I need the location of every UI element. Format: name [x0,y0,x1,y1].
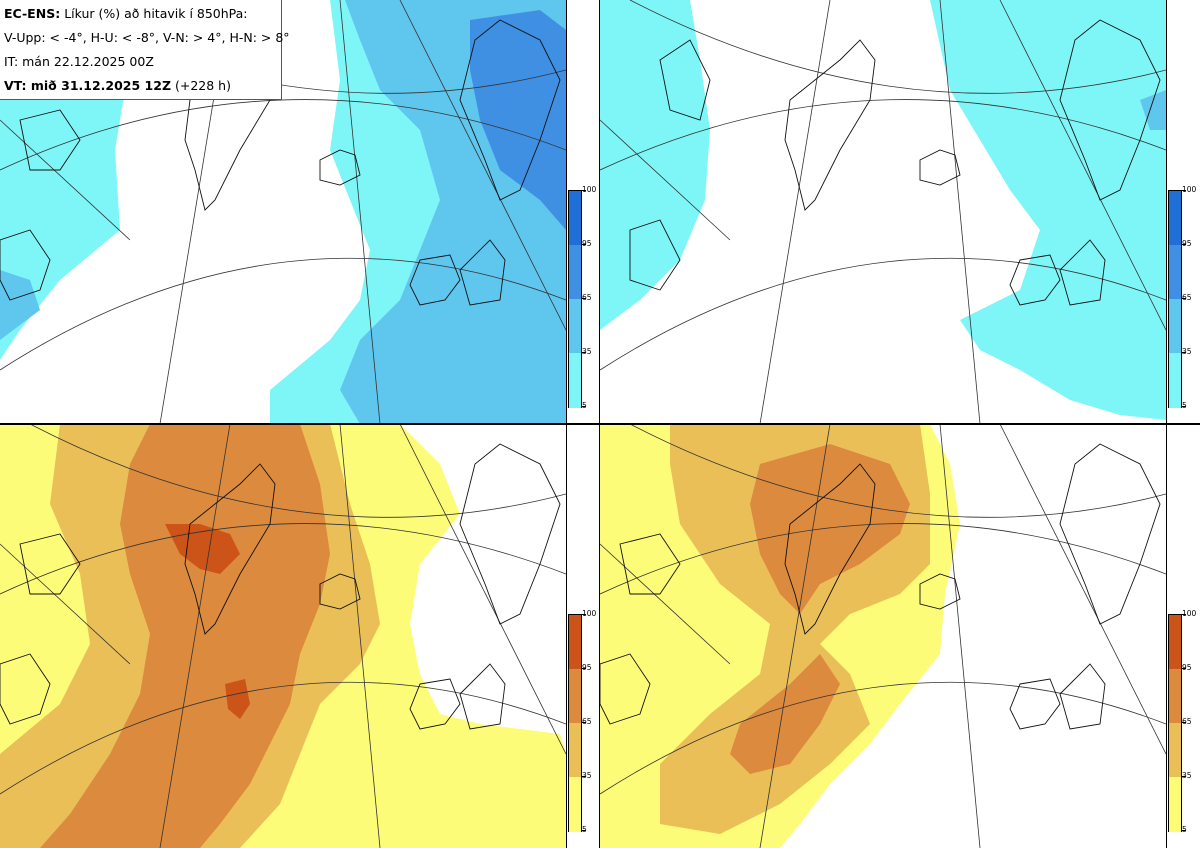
colorbar-tick-label: 65 [582,293,592,302]
prob-area-95 [225,679,250,719]
colorbar-segment [1169,353,1181,408]
map-canvas [600,424,1166,848]
colorbar-segment [569,353,581,408]
colorbar-tick [582,830,586,831]
map-panel-cold-4: EC-ENS: Líkur (%) að hitavik í 850hPa: V… [0,0,566,424]
colorbar-tick-label: 65 [1182,293,1192,302]
vertical-divider [566,0,567,848]
colorbar-cold [1168,190,1182,408]
colorbar-tick-label: 35 [582,347,592,356]
colorbar-tick [1182,830,1186,831]
model-label: EC-ENS: [4,6,61,21]
colorbar-segment [569,245,581,300]
colorbar-tick-label: 95 [582,239,592,248]
colorbar-segment [569,777,581,832]
colorbar-tick-label: 100 [582,185,597,194]
colorbar-tick [1182,190,1186,191]
colorbar-tick-label: 5 [582,401,587,410]
colorbar-segment [569,299,581,354]
info-box: EC-ENS: Líkur (%) að hitavik í 850hPa: V… [0,0,290,100]
graticule [600,0,1166,424]
colorbar-tick-label: 65 [1182,717,1192,726]
colorbar-tick [582,614,586,615]
colorbar-tick-label: 5 [582,825,587,834]
colorbar-segment [569,669,581,724]
colorbar-segment [1169,299,1181,354]
colorbar-tick [1182,244,1186,245]
colorbar-tick [1182,668,1186,669]
graticule [0,424,566,848]
colorbar-tick [582,298,586,299]
colorbar-segment [569,615,581,670]
map-canvas [600,0,1166,424]
colorbar-tick-label: 5 [1182,401,1187,410]
colorbar-tick-label: 65 [582,717,592,726]
colorbar-warm [568,614,582,832]
lead-time: (+228 h) [175,78,231,93]
map-canvas [0,424,566,848]
coastlines [0,19,561,306]
graticule [600,424,1166,848]
colorbar-segment [569,191,581,246]
colorbar-tick-label: 35 [1182,771,1192,780]
colorbar-segment [1169,669,1181,724]
map-canvas [0,0,566,424]
colorbar-tick [582,722,586,723]
prob-area-65 [40,424,330,848]
prob-area-65 [750,444,910,614]
coastlines [0,443,561,730]
colorbar-tick-label: 95 [582,663,592,672]
vertical-divider [599,0,600,848]
colorbar-tick [582,190,586,191]
colorbar-tick-label: 100 [1182,609,1197,618]
prob-area-35 [600,0,710,330]
map-panel-warm-4 [0,424,566,848]
prob-area-35 [930,0,1166,420]
colorbar-tick-label: 35 [1182,347,1192,356]
prob-area-65 [730,654,840,774]
colorbar-tick-label: 35 [582,771,592,780]
map-title: Líkur (%) að hitavik í 850hPa: [64,6,248,21]
threshold-legend: V-Upp: < -4°, H-U: < -8°, V-N: > 4°, H-N… [4,30,290,45]
prob-area-65 [0,270,40,340]
coastlines [600,443,1161,730]
colorbar-segment [1169,245,1181,300]
prob-area-95 [165,524,240,574]
vertical-divider [1166,0,1167,848]
colorbar-tick [582,406,586,407]
init-time: IT: mán 22.12.2025 00Z [4,54,154,69]
colorbar-tick [582,776,586,777]
colorbar-tick-label: 100 [1182,185,1197,194]
colorbar-cold [568,190,582,408]
colorbar-segment [1169,723,1181,778]
colorbar-tick-label: 95 [1182,239,1192,248]
graticule [0,0,566,424]
colorbar-warm [1168,614,1182,832]
colorbar-tick [1182,406,1186,407]
colorbar-tick [1182,298,1186,299]
colorbar-segment [569,723,581,778]
colorbar-tick [1182,352,1186,353]
colorbar-tick-label: 100 [582,609,597,618]
colorbar-tick-label: 5 [1182,825,1187,834]
map-panel-warm-8 [600,424,1166,848]
colorbar-tick [582,244,586,245]
colorbar-tick [1182,614,1186,615]
colorbar-tick [582,352,586,353]
colorbar-tick [582,668,586,669]
colorbar-tick [1182,776,1186,777]
map-panel-cold-8 [600,0,1166,424]
prob-area-95 [470,10,566,230]
valid-time-line: VT: mið 31.12.2025 12Z (+228 h) [4,76,281,100]
colorbar-segment [1169,777,1181,832]
colorbar-segment [1169,615,1181,670]
horizontal-divider [0,423,1200,425]
coastlines [629,19,1161,306]
colorbar-segment [1169,191,1181,246]
title-line: EC-ENS: Líkur (%) að hitavik í 850hPa: [4,4,281,28]
valid-time: VT: mið 31.12.2025 12Z [4,78,172,93]
colorbar-tick [1182,722,1186,723]
colorbar-tick-label: 95 [1182,663,1192,672]
prob-area-65 [1140,90,1166,130]
